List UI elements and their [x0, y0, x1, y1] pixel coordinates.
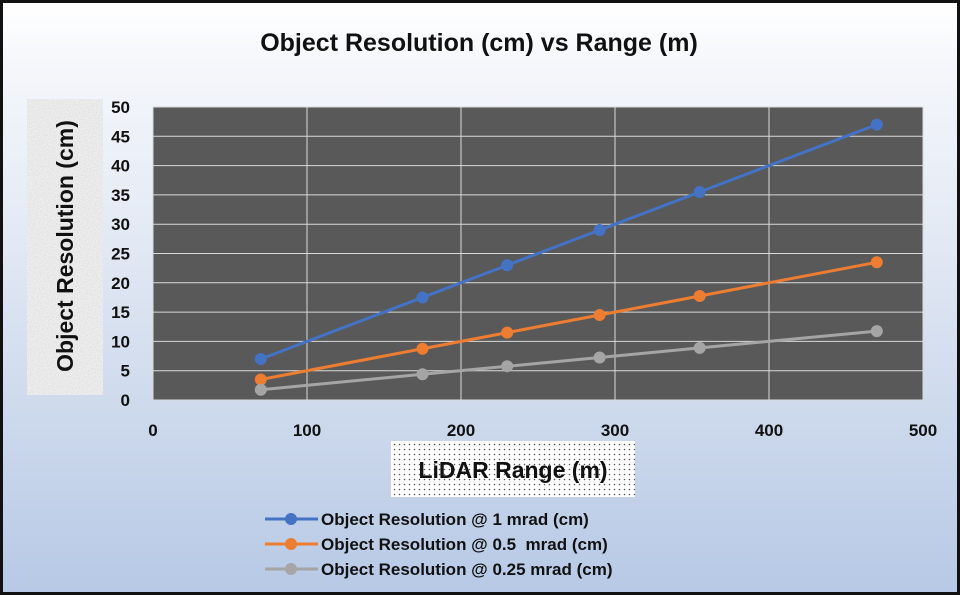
data-point [870, 256, 883, 269]
series-line [260, 123, 878, 361]
y-tick-label: 0 [121, 391, 130, 410]
series-line [260, 329, 877, 392]
data-point [593, 309, 606, 322]
y-tick-label: 35 [111, 186, 130, 205]
y-tick-label: 15 [111, 303, 130, 322]
y-axis-title: Object Resolution (cm) [52, 120, 78, 372]
series-3 [254, 325, 883, 396]
y-axis-ticks: 0 5 10 15 20 25 30 35 40 45 50 [111, 98, 130, 410]
legend-marker [285, 513, 297, 525]
y-tick-label: 30 [111, 215, 130, 234]
line-chart: Object Resolution (cm) vs Range (m) Obje… [27, 29, 937, 579]
series-group [254, 118, 883, 396]
legend: Object Resolution @ 1 mrad (cm) Object Re… [265, 510, 612, 579]
x-axis-title: LiDAR Range (m) [418, 457, 607, 483]
data-point [416, 291, 429, 304]
legend-marker [285, 563, 297, 575]
y-tick-label: 50 [111, 98, 130, 117]
legend-marker [285, 538, 297, 550]
data-point [501, 326, 514, 339]
data-point [693, 289, 706, 302]
data-point [254, 352, 267, 365]
data-point [693, 185, 706, 198]
data-point [501, 360, 514, 373]
y-tick-label: 25 [111, 245, 130, 264]
x-axis-title-box: LiDAR Range (m) [391, 441, 635, 497]
chart-title: Object Resolution (cm) vs Range (m) [260, 29, 698, 57]
y-tick-label: 45 [111, 127, 130, 146]
legend-item-3: Object Resolution @ 0.25 mrad (cm) [265, 560, 612, 579]
x-tick-label: 400 [755, 421, 783, 440]
series-2 [254, 256, 883, 386]
data-point [254, 373, 267, 386]
y-tick-label: 5 [121, 362, 130, 381]
data-point [870, 118, 883, 131]
data-point [693, 341, 706, 354]
y-tick-label: 20 [111, 274, 130, 293]
legend-label: Object Resolution @ 0.5 mrad (cm) [321, 535, 608, 554]
legend-label: Object Resolution @ 1 mrad (cm) [321, 510, 589, 529]
data-point [254, 383, 267, 396]
y-axis-title-box: Object Resolution (cm) [27, 99, 103, 395]
data-point [416, 342, 429, 355]
x-tick-label: 300 [601, 421, 629, 440]
gridlines [152, 106, 924, 401]
legend-item-1: Object Resolution @ 1 mrad (cm) [265, 510, 589, 529]
x-tick-label: 100 [293, 421, 321, 440]
y-tick-label: 40 [111, 157, 130, 176]
legend-item-2: Object Resolution @ 0.5 mrad (cm) [265, 535, 608, 554]
y-tick-label: 10 [111, 332, 130, 351]
legend-label: Object Resolution @ 0.25 mrad (cm) [321, 560, 612, 579]
series-line [260, 260, 878, 381]
data-point [416, 368, 429, 381]
data-point [870, 325, 883, 338]
data-point [593, 224, 606, 237]
x-tick-label: 500 [909, 421, 937, 440]
data-point [593, 351, 606, 364]
data-point [501, 259, 514, 272]
x-tick-label: 200 [447, 421, 475, 440]
x-tick-label: 0 [148, 421, 157, 440]
series-1 [254, 118, 883, 365]
x-axis-ticks: 0 100 200 300 400 500 [148, 421, 937, 440]
